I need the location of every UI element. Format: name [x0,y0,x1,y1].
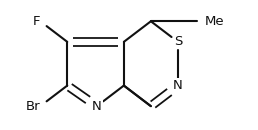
Text: N: N [173,79,183,92]
Text: F: F [33,15,40,28]
Text: S: S [174,35,182,48]
Text: N: N [92,100,102,113]
Text: Br: Br [26,100,40,113]
Text: Me: Me [205,15,224,28]
